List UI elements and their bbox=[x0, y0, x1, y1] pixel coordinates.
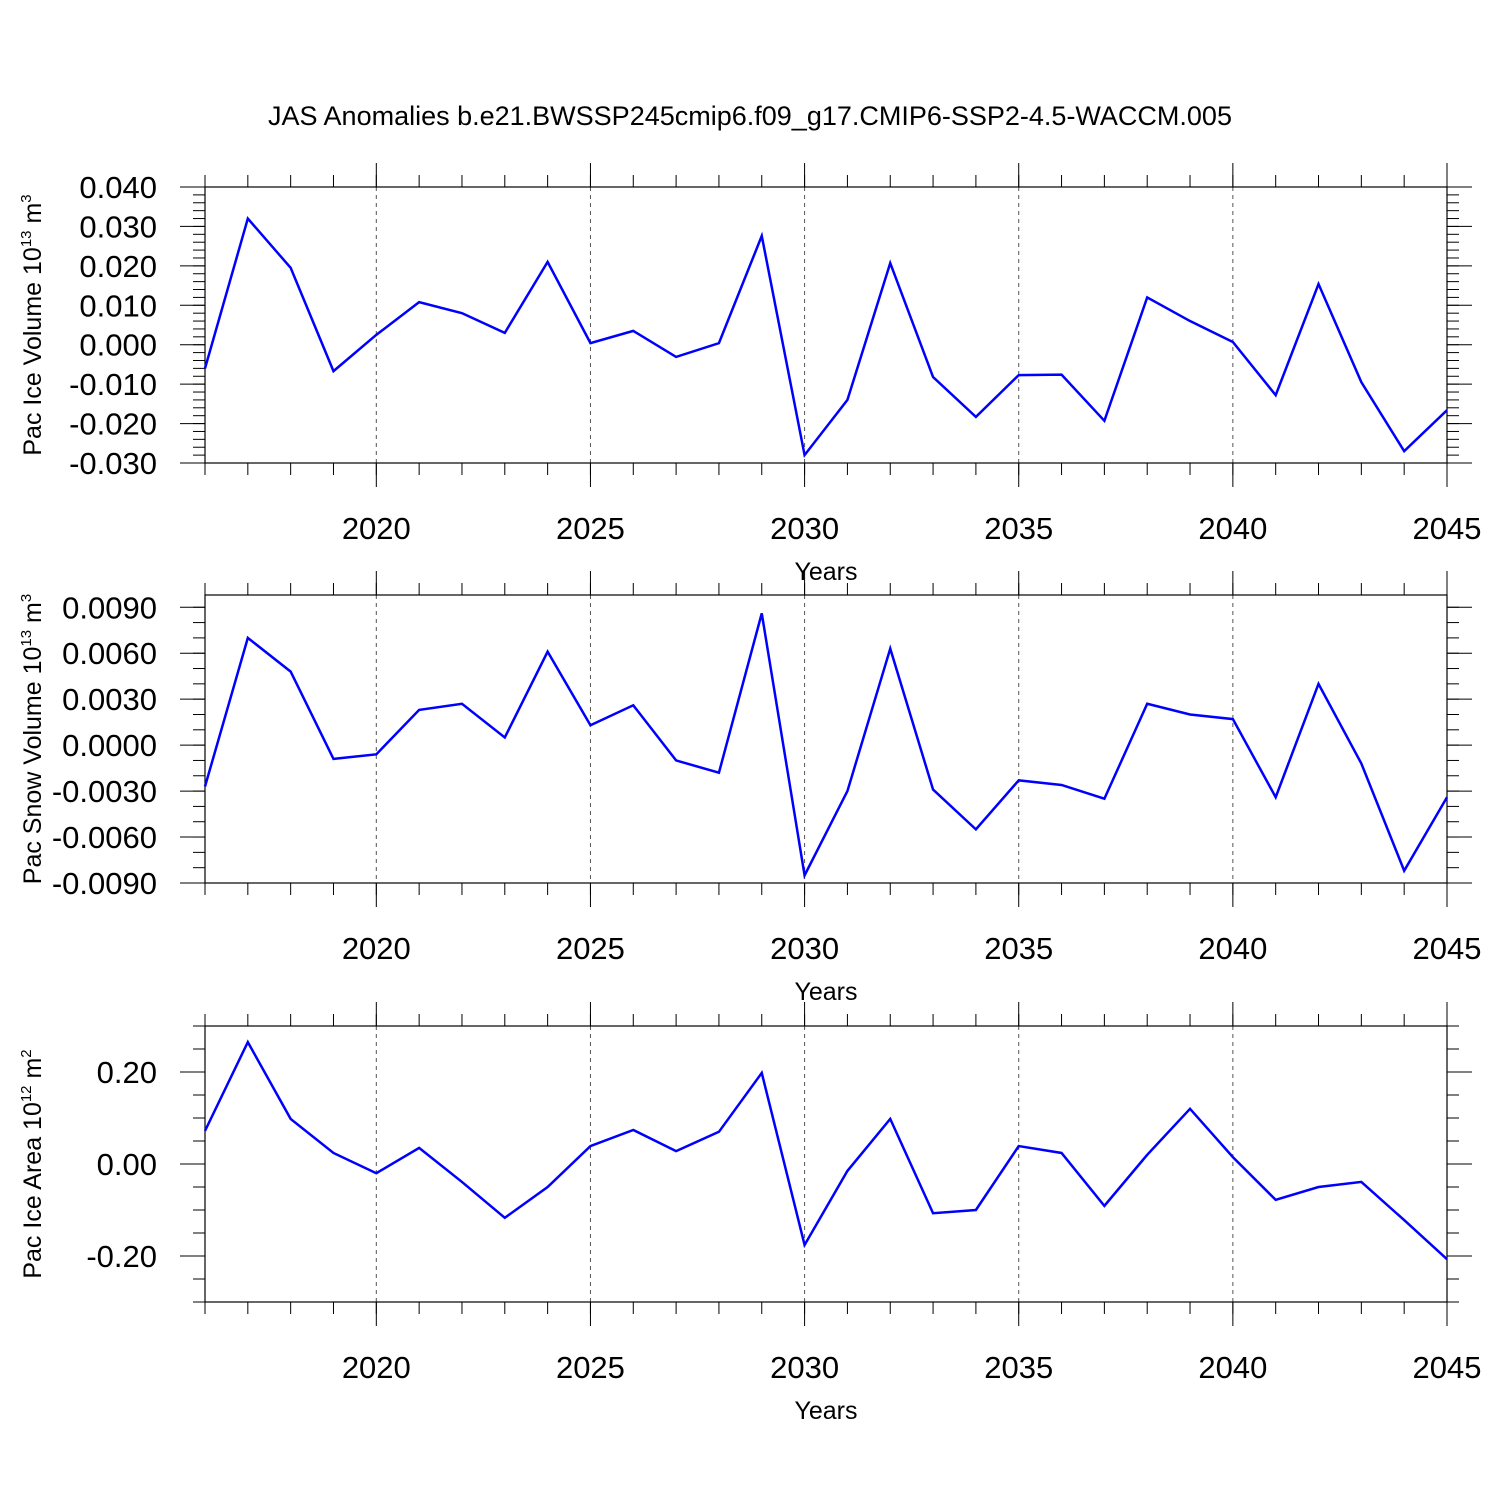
y-axis-label-exponent: 13 bbox=[18, 630, 35, 647]
x-tick-label: 2030 bbox=[770, 931, 839, 966]
x-axis-label: Years bbox=[794, 978, 857, 1006]
y-axis-label: Pac Ice Area 1012 m2 bbox=[18, 1049, 47, 1278]
x-tick-label: 2045 bbox=[1413, 931, 1482, 966]
x-tick-label: 2045 bbox=[1413, 511, 1482, 546]
x-tick-label: 2020 bbox=[342, 931, 411, 966]
data-line bbox=[203, 215, 1448, 459]
y-tick-label: 0.0090 bbox=[62, 590, 157, 625]
x-axis-label: Years bbox=[794, 1397, 857, 1425]
y-axis-label-text: m bbox=[19, 203, 47, 231]
y-tick-label: -0.0030 bbox=[52, 774, 157, 809]
x-tick-label: 2025 bbox=[556, 511, 625, 546]
y-tick-label: 0.000 bbox=[79, 328, 157, 363]
x-tick-label: 2030 bbox=[770, 511, 839, 546]
x-tick-label: 2020 bbox=[342, 511, 411, 546]
y-tick-label: -0.020 bbox=[69, 407, 157, 442]
x-tick-label: 2020 bbox=[342, 1350, 411, 1385]
y-tick-label: -0.030 bbox=[69, 446, 157, 481]
y-tick-label: 0.020 bbox=[79, 249, 157, 284]
plot-frame bbox=[204, 186, 1448, 464]
y-axis-label-text: m bbox=[19, 602, 47, 630]
y-axis-label-text: m bbox=[19, 1058, 47, 1086]
y-tick-label: 0.030 bbox=[79, 209, 157, 244]
x-tick-label: 2035 bbox=[984, 931, 1053, 966]
y-axis-label: Pac Snow Volume 1013 m3 bbox=[18, 594, 47, 884]
x-tick-label: 2025 bbox=[556, 931, 625, 966]
y-axis-label: Pac Ice Volume 1013 m3 bbox=[18, 194, 47, 455]
y-tick-label: 0.00 bbox=[97, 1147, 157, 1182]
data-line bbox=[203, 1039, 1448, 1261]
x-tick-label: 2040 bbox=[1198, 931, 1267, 966]
y-tick-label: 0.0060 bbox=[62, 636, 157, 671]
y-axis-label-exponent: 12 bbox=[18, 1085, 35, 1102]
y-axis-label-text: Pac Ice Volume 10 bbox=[19, 247, 47, 455]
y-axis-label-text: Pac Ice Area 10 bbox=[19, 1102, 47, 1279]
x-tick-label: 2035 bbox=[984, 511, 1053, 546]
x-tick-label: 2035 bbox=[984, 1350, 1053, 1385]
x-tick-label: 2045 bbox=[1413, 1350, 1482, 1385]
x-tick-label: 2030 bbox=[770, 1350, 839, 1385]
plot-frame bbox=[204, 1025, 1448, 1303]
y-axis-label-exponent: 3 bbox=[18, 594, 35, 602]
y-tick-label: -0.20 bbox=[86, 1239, 157, 1274]
y-axis-label-exponent: 3 bbox=[18, 194, 35, 202]
y-axis-label-text: Pac Snow Volume 10 bbox=[19, 647, 47, 885]
y-tick-label: -0.0060 bbox=[52, 820, 157, 855]
plot-frame bbox=[204, 594, 1448, 884]
x-axis-label: Years bbox=[794, 558, 857, 586]
y-tick-label: 0.0030 bbox=[62, 682, 157, 717]
y-tick-label: -0.0090 bbox=[52, 866, 157, 901]
x-tick-label: 2025 bbox=[556, 1350, 625, 1385]
x-tick-label: 2040 bbox=[1198, 511, 1267, 546]
y-tick-label: 0.040 bbox=[79, 170, 157, 205]
y-tick-label: 0.0000 bbox=[62, 728, 157, 763]
y-axis-label-exponent: 13 bbox=[18, 230, 35, 247]
y-axis-label-exponent: 2 bbox=[18, 1049, 35, 1057]
data-line bbox=[203, 613, 1449, 880]
x-tick-label: 2040 bbox=[1198, 1350, 1267, 1385]
y-tick-label: 0.010 bbox=[79, 288, 157, 323]
y-tick-label: 0.20 bbox=[97, 1055, 157, 1090]
figure-title: JAS Anomalies b.e21.BWSSP245cmip6.f09_g1… bbox=[268, 101, 1232, 131]
y-tick-label: -0.010 bbox=[69, 367, 157, 402]
